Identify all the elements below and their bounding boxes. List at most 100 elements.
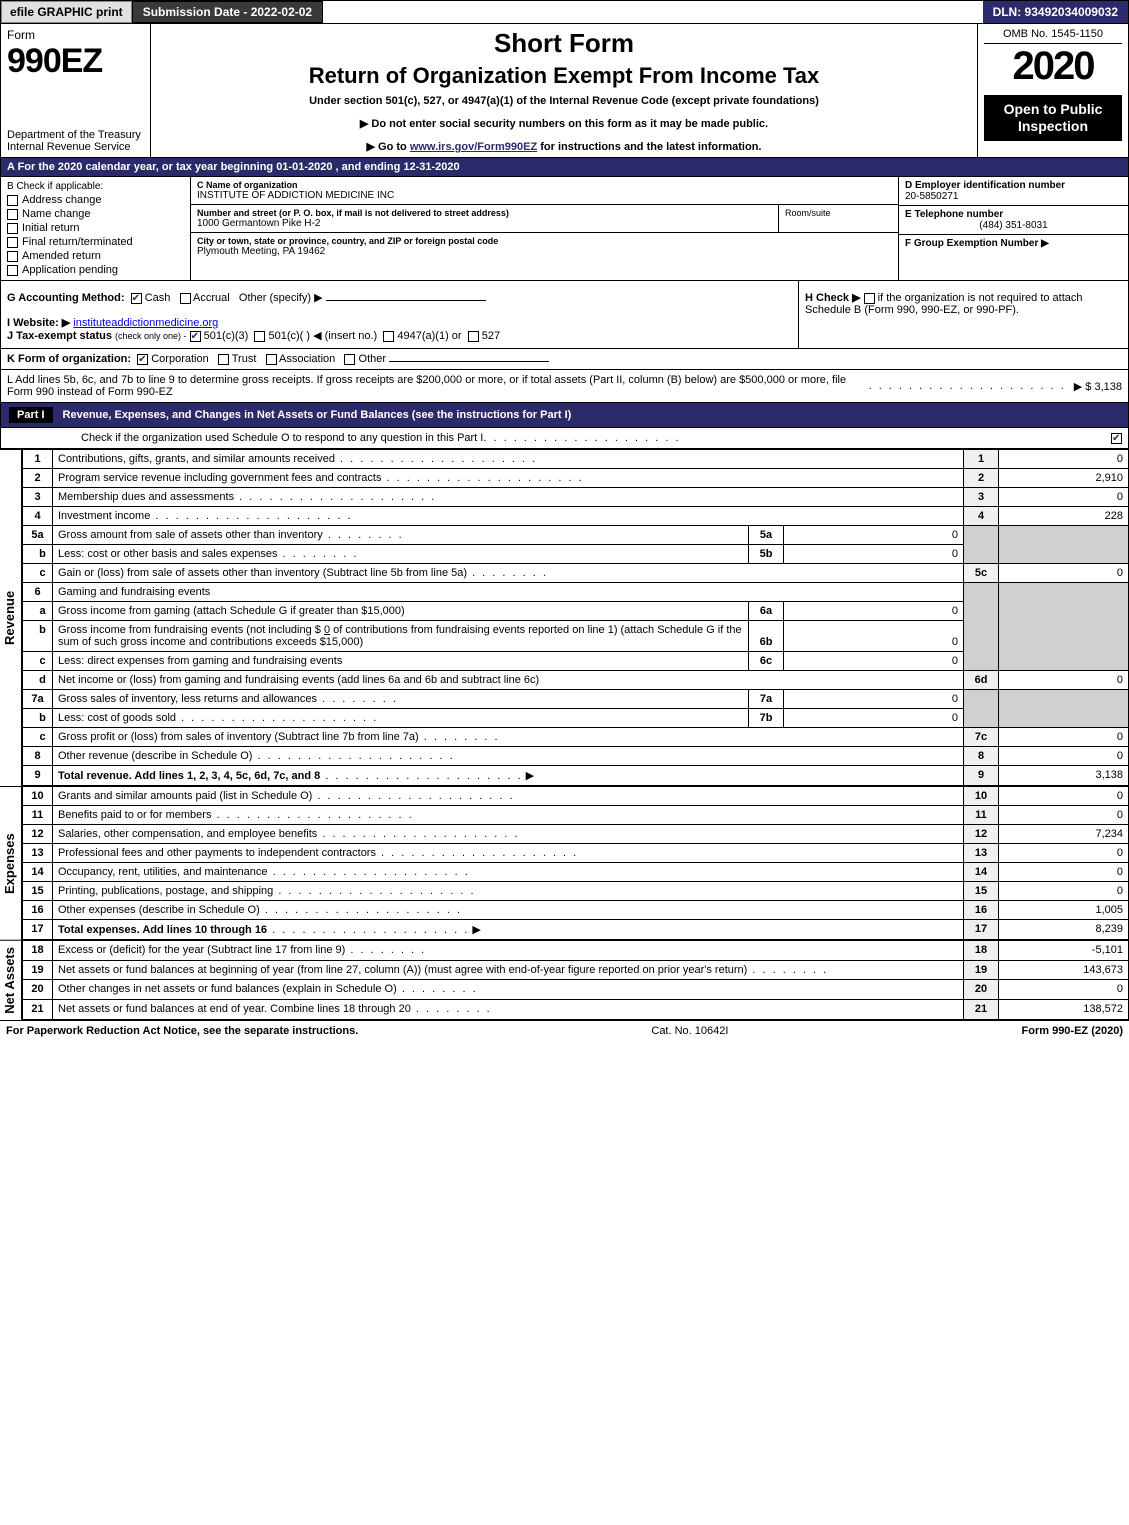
netassets-table: 18Excess or (deficit) for the year (Subt… xyxy=(22,940,1129,1020)
org-name: INSTITUTE OF ADDICTION MEDICINE INC xyxy=(197,190,892,201)
chk-name-change[interactable]: Name change xyxy=(7,208,184,220)
form-title: Return of Organization Exempt From Incom… xyxy=(159,63,969,89)
chk-amended-return[interactable]: Amended return xyxy=(7,250,184,262)
line-5a: 5aGross amount from sale of assets other… xyxy=(23,526,1129,545)
line-5b: bLess: cost or other basis and sales exp… xyxy=(23,545,1129,564)
website-link[interactable]: instituteaddictionmedicine.org xyxy=(73,317,218,329)
irs-link[interactable]: www.irs.gov/Form990EZ xyxy=(410,141,537,153)
top-bar: efile GRAPHIC print Submission Date - 20… xyxy=(0,0,1129,24)
chk-accrual[interactable] xyxy=(180,293,191,304)
chk-other-org[interactable] xyxy=(344,354,355,365)
chk-initial-return[interactable]: Initial return xyxy=(7,222,184,234)
org-city: Plymouth Meeting, PA 19462 xyxy=(197,246,892,257)
c-name-label: C Name of organization xyxy=(197,180,892,190)
line-5c: cGain or (loss) from sale of assets othe… xyxy=(23,564,1129,583)
ein-label: D Employer identification number xyxy=(905,180,1122,191)
line-7b: bLess: cost of goods sold7b0 xyxy=(23,709,1129,728)
gross-receipts-amount: ▶ $ 3,138 xyxy=(1074,380,1122,393)
row-g: G Accounting Method: Cash Accrual Other … xyxy=(1,281,798,348)
paperwork-notice: For Paperwork Reduction Act Notice, see … xyxy=(6,1025,358,1037)
line-3: 3Membership dues and assessments30 xyxy=(23,488,1129,507)
netassets-side-label: Net Assets xyxy=(0,940,22,1020)
line-6a: aGross income from gaming (attach Schedu… xyxy=(23,602,1129,621)
form-reference: Form 990-EZ (2020) xyxy=(1022,1025,1123,1037)
header-left: Form 990EZ Department of the Treasury In… xyxy=(1,24,151,157)
short-form-title: Short Form xyxy=(159,28,969,59)
chk-schedule-o[interactable] xyxy=(1111,433,1122,444)
line-6c: cLess: direct expenses from gaming and f… xyxy=(23,652,1129,671)
efile-print-button[interactable]: efile GRAPHIC print xyxy=(1,1,132,23)
line-19: 19Net assets or fund balances at beginni… xyxy=(23,960,1129,980)
line-6b: bGross income from fundraising events (n… xyxy=(23,621,1129,652)
chk-501c3[interactable] xyxy=(190,331,201,342)
row-a-tax-year: A For the 2020 calendar year, or tax yea… xyxy=(0,158,1129,177)
city-label: City or town, state or province, country… xyxy=(197,236,892,246)
section-c: C Name of organization INSTITUTE OF ADDI… xyxy=(191,177,898,280)
dln-label: DLN: 93492034009032 xyxy=(983,1,1128,23)
netassets-section: Net Assets 18Excess or (deficit) for the… xyxy=(0,940,1129,1020)
chk-association[interactable] xyxy=(266,354,277,365)
department-label: Department of the Treasury Internal Reve… xyxy=(7,129,144,153)
chk-cash[interactable] xyxy=(131,293,142,304)
submission-date-button[interactable]: Submission Date - 2022-02-02 xyxy=(132,1,323,23)
header-right: OMB No. 1545-1150 2020 Open to Public In… xyxy=(978,24,1128,157)
phone-value: (484) 351-8031 xyxy=(905,220,1122,231)
line-1: 1Contributions, gifts, grants, and simil… xyxy=(23,450,1129,469)
part1-sub: Check if the organization used Schedule … xyxy=(0,428,1129,449)
row-gh: G Accounting Method: Cash Accrual Other … xyxy=(0,281,1129,349)
chk-schedule-b[interactable] xyxy=(864,293,875,304)
part1-label: Part I xyxy=(9,407,53,423)
chk-4947[interactable] xyxy=(383,331,394,342)
row-h: H Check ▶ if the organization is not req… xyxy=(798,281,1128,348)
line-11: 11Benefits paid to or for members110 xyxy=(23,806,1129,825)
chk-trust[interactable] xyxy=(218,354,229,365)
chk-corporation[interactable] xyxy=(137,354,148,365)
org-info-block: B Check if applicable: Address change Na… xyxy=(0,177,1129,281)
line-15: 15Printing, publications, postage, and s… xyxy=(23,882,1129,901)
form-number: 990EZ xyxy=(7,42,144,81)
line-7a: 7aGross sales of inventory, less returns… xyxy=(23,690,1129,709)
chk-final-return[interactable]: Final return/terminated xyxy=(7,236,184,248)
chk-501c[interactable] xyxy=(254,331,265,342)
omb-number: OMB No. 1545-1150 xyxy=(984,28,1122,44)
form-word: Form xyxy=(7,28,144,42)
goto-instructions: ▶ Go to www.irs.gov/Form990EZ for instru… xyxy=(159,140,969,153)
line-7c: cGross profit or (loss) from sales of in… xyxy=(23,728,1129,747)
line-8: 8Other revenue (describe in Schedule O)8… xyxy=(23,747,1129,766)
street-label: Number and street (or P. O. box, if mail… xyxy=(197,208,772,218)
page-footer: For Paperwork Reduction Act Notice, see … xyxy=(0,1020,1129,1041)
line-4: 4Investment income4228 xyxy=(23,507,1129,526)
line-16: 16Other expenses (describe in Schedule O… xyxy=(23,901,1129,920)
chk-application-pending[interactable]: Application pending xyxy=(7,264,184,276)
row-l: L Add lines 5b, 6c, and 7b to line 9 to … xyxy=(0,370,1129,403)
chk-address-change[interactable]: Address change xyxy=(7,194,184,206)
line-21: 21Net assets or fund balances at end of … xyxy=(23,1000,1129,1020)
catalog-number: Cat. No. 10642I xyxy=(651,1025,728,1037)
tax-year: 2020 xyxy=(984,44,1122,89)
ein-value: 20-5850271 xyxy=(905,191,1122,202)
line-6d: dNet income or (loss) from gaming and fu… xyxy=(23,671,1129,690)
expenses-table: 10Grants and similar amounts paid (list … xyxy=(22,786,1129,940)
line-17: 17Total expenses. Add lines 10 through 1… xyxy=(23,920,1129,940)
other-method-input[interactable] xyxy=(326,300,486,301)
line-9: 9Total revenue. Add lines 1, 2, 3, 4, 5c… xyxy=(23,766,1129,786)
open-to-public: Open to Public Inspection xyxy=(984,95,1122,141)
other-org-input[interactable] xyxy=(389,361,549,362)
group-exemption-label: F Group Exemption Number ▶ xyxy=(905,238,1122,249)
room-suite-label: Room/suite xyxy=(778,205,898,232)
expenses-side-label: Expenses xyxy=(0,786,22,940)
header-center: Short Form Return of Organization Exempt… xyxy=(151,24,978,157)
row-k: K Form of organization: Corporation Trus… xyxy=(0,349,1129,370)
section-def: D Employer identification number 20-5850… xyxy=(898,177,1128,280)
part1-header: Part I Revenue, Expenses, and Changes in… xyxy=(0,403,1129,428)
line-13: 13Professional fees and other payments t… xyxy=(23,844,1129,863)
line-2: 2Program service revenue including gover… xyxy=(23,469,1129,488)
form-subtitle: Under section 501(c), 527, or 4947(a)(1)… xyxy=(159,95,969,107)
line-12: 12Salaries, other compensation, and empl… xyxy=(23,825,1129,844)
revenue-table: 1Contributions, gifts, grants, and simil… xyxy=(22,449,1129,786)
form-header: Form 990EZ Department of the Treasury In… xyxy=(0,24,1129,158)
line-10: 10Grants and similar amounts paid (list … xyxy=(23,787,1129,806)
revenue-side-label: Revenue xyxy=(0,449,22,786)
part1-title: Revenue, Expenses, and Changes in Net As… xyxy=(63,409,572,421)
chk-527[interactable] xyxy=(468,331,479,342)
